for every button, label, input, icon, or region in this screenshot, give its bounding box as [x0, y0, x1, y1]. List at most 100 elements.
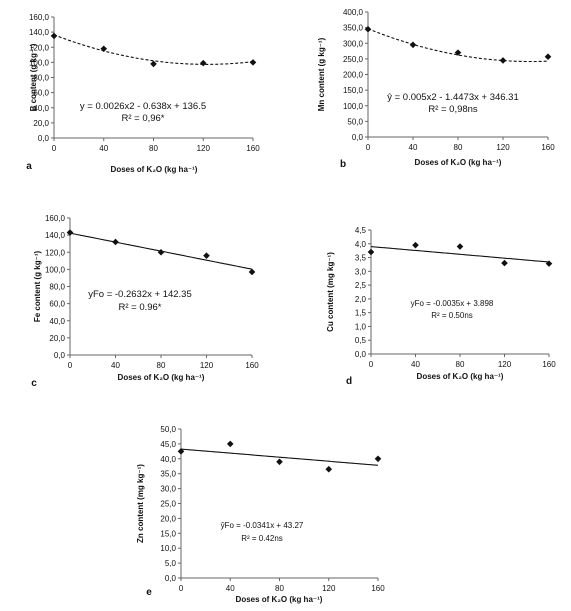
y-tick-label: 40,0	[49, 317, 65, 326]
data-point	[157, 248, 165, 256]
y-tick-label: 40,0	[33, 104, 49, 113]
data-point	[276, 458, 283, 466]
data-point	[456, 243, 464, 250]
x-tick-label: 0	[52, 144, 57, 153]
y-tick-label: 20,0	[33, 119, 49, 128]
x-tick-label: 80	[157, 361, 166, 370]
y-tick-label: 20,0	[49, 334, 65, 343]
panel-letter: b	[340, 159, 346, 170]
data-point	[364, 25, 372, 33]
data-point	[112, 238, 119, 246]
y-tick-label: 300,0	[343, 39, 364, 48]
y-tick-label: 140,0	[45, 231, 66, 240]
y-tick-label: 200,0	[343, 71, 364, 80]
data-point	[199, 59, 207, 67]
data-point	[249, 59, 257, 66]
y-axis-title: Cu content (mg kg⁻¹)	[326, 252, 335, 332]
x-tick-label: 120	[498, 360, 512, 369]
y-tick-label: 4,0	[355, 240, 367, 249]
r-squared-label: R² = 0.50ns	[431, 311, 473, 320]
chart-panel-c: 0,0 20,0 40,0 60,0 80,0 100,0 120,0 140,0 160,0 0…	[31, 214, 259, 389]
regression-equation: yFo = -0.2632x + 142.35	[88, 289, 192, 300]
y-axis-title: Fe content (g kg⁻¹)	[33, 251, 42, 323]
data-point	[100, 45, 108, 53]
trend-line	[367, 28, 549, 63]
y-tick-label: 35,0	[160, 470, 176, 479]
y-tick-label: 45,0	[160, 440, 176, 449]
chart-panel-e: 0,0 5,0 10,0 15,0 20,0 25,0 30,0 35,0 40,0 45,0 50…	[136, 425, 385, 604]
y-tick-label: 100,0	[29, 58, 50, 67]
y-axis-title: Mn content (g kg⁻¹)	[317, 37, 326, 111]
x-tick-label: 120	[200, 361, 214, 370]
y-tick-label: 4,5	[355, 226, 367, 235]
y-tick-label: 60,0	[33, 89, 49, 98]
y-tick-label: 25,0	[160, 500, 176, 509]
y-tick-label: 250,0	[343, 55, 364, 64]
y-tick-label: 0,0	[165, 574, 177, 583]
y-tick-label: 100,0	[45, 265, 66, 274]
data-point	[501, 259, 508, 267]
data-point	[544, 53, 552, 60]
x-axis-title: Doses of K₂O (kg ha⁻¹)	[111, 165, 198, 174]
x-axis-title: Doses of K₂O (kg ha⁻¹)	[417, 372, 504, 381]
y-tick-label: 80,0	[49, 283, 65, 292]
y-tick-label: 0,0	[355, 350, 367, 359]
data-point	[409, 41, 417, 49]
r-squared-label: R² = 0.42ns	[241, 534, 283, 543]
regression-equation: yFo = -0.0035x + 3.898	[411, 299, 494, 308]
y-tick-label: 80,0	[33, 74, 49, 83]
y-tick-label: 120,0	[45, 248, 66, 257]
y-tick-label: 3,0	[355, 267, 367, 276]
x-tick-label: 40	[111, 361, 120, 370]
x-tick-label: 0	[179, 584, 184, 593]
data-point	[203, 252, 210, 259]
y-tick-label: 50,0	[347, 117, 363, 126]
x-tick-label: 160	[542, 360, 556, 369]
trend-line	[53, 34, 254, 65]
panel-letter: e	[146, 587, 152, 598]
data-point	[248, 268, 256, 276]
y-tick-label: 350,0	[343, 24, 364, 33]
x-tick-label: 80	[456, 360, 465, 369]
y-tick-label: 50,0	[160, 425, 176, 434]
trend-line	[180, 448, 379, 466]
y-tick-label: 2,5	[355, 281, 367, 290]
data-point	[150, 60, 157, 68]
y-tick-label: 20,0	[160, 514, 176, 523]
trend-line	[370, 246, 550, 263]
regression-equation: ŷFo = -0.0341x + 43.27	[221, 521, 304, 530]
panel-letter: d	[346, 376, 352, 387]
x-tick-label: 160	[541, 143, 555, 152]
chart-panel-b: 0,050,0100,0150,0200,0250,0300,0350,0400…	[317, 8, 555, 170]
data-point	[454, 49, 462, 56]
panel-letter: c	[31, 378, 37, 389]
data-point	[499, 57, 507, 64]
y-tick-label: 0,0	[38, 134, 50, 143]
x-tick-label: 80	[149, 144, 158, 153]
x-axis-title: Doses of K₂O (kg ha⁻¹)	[236, 595, 323, 604]
data-point	[325, 465, 333, 473]
y-axis-title: Zn content (mg kg⁻¹)	[136, 464, 145, 543]
y-tick-label: 1,0	[355, 322, 367, 331]
y-tick-label: 160,0	[29, 13, 50, 22]
x-axis-title: Doses of K₂O (kg ha⁻¹)	[118, 373, 205, 382]
x-tick-label: 0	[68, 361, 73, 370]
r-squared-label: R² = 0,96*	[121, 113, 164, 124]
data-point	[374, 455, 382, 463]
chart-panel-d: 0,0 0,5 1,0 1,5 2,0 2,5 3,0 3,5 4,0 4,5 0 40 80 120 16…	[326, 226, 556, 387]
chart-panel-a: 0,0 20,0 40,0 60,0 80,0 100,0 120,0 140,0 160,0 0…	[26, 13, 260, 174]
r-squared-label: R² = 0,98ns	[428, 104, 478, 115]
regression-equation: ŷ = 0.005x2 - 1.4473x + 346.31	[387, 92, 519, 103]
y-tick-label: 5,0	[165, 559, 177, 568]
r-squared-label: R² = 0.96*	[118, 302, 161, 313]
y-tick-label: 160,0	[45, 214, 66, 223]
y-axis-title: B content (g kg⁻¹)	[29, 43, 38, 111]
y-tick-label: 0,0	[54, 351, 66, 360]
x-tick-label: 0	[366, 143, 371, 152]
data-point	[412, 241, 419, 249]
x-tick-label: 40	[226, 584, 235, 593]
data-point	[545, 260, 553, 267]
y-tick-label: 2,0	[355, 295, 367, 304]
y-tick-label: 100,0	[343, 102, 364, 111]
y-tick-label: 10,0	[160, 544, 176, 553]
